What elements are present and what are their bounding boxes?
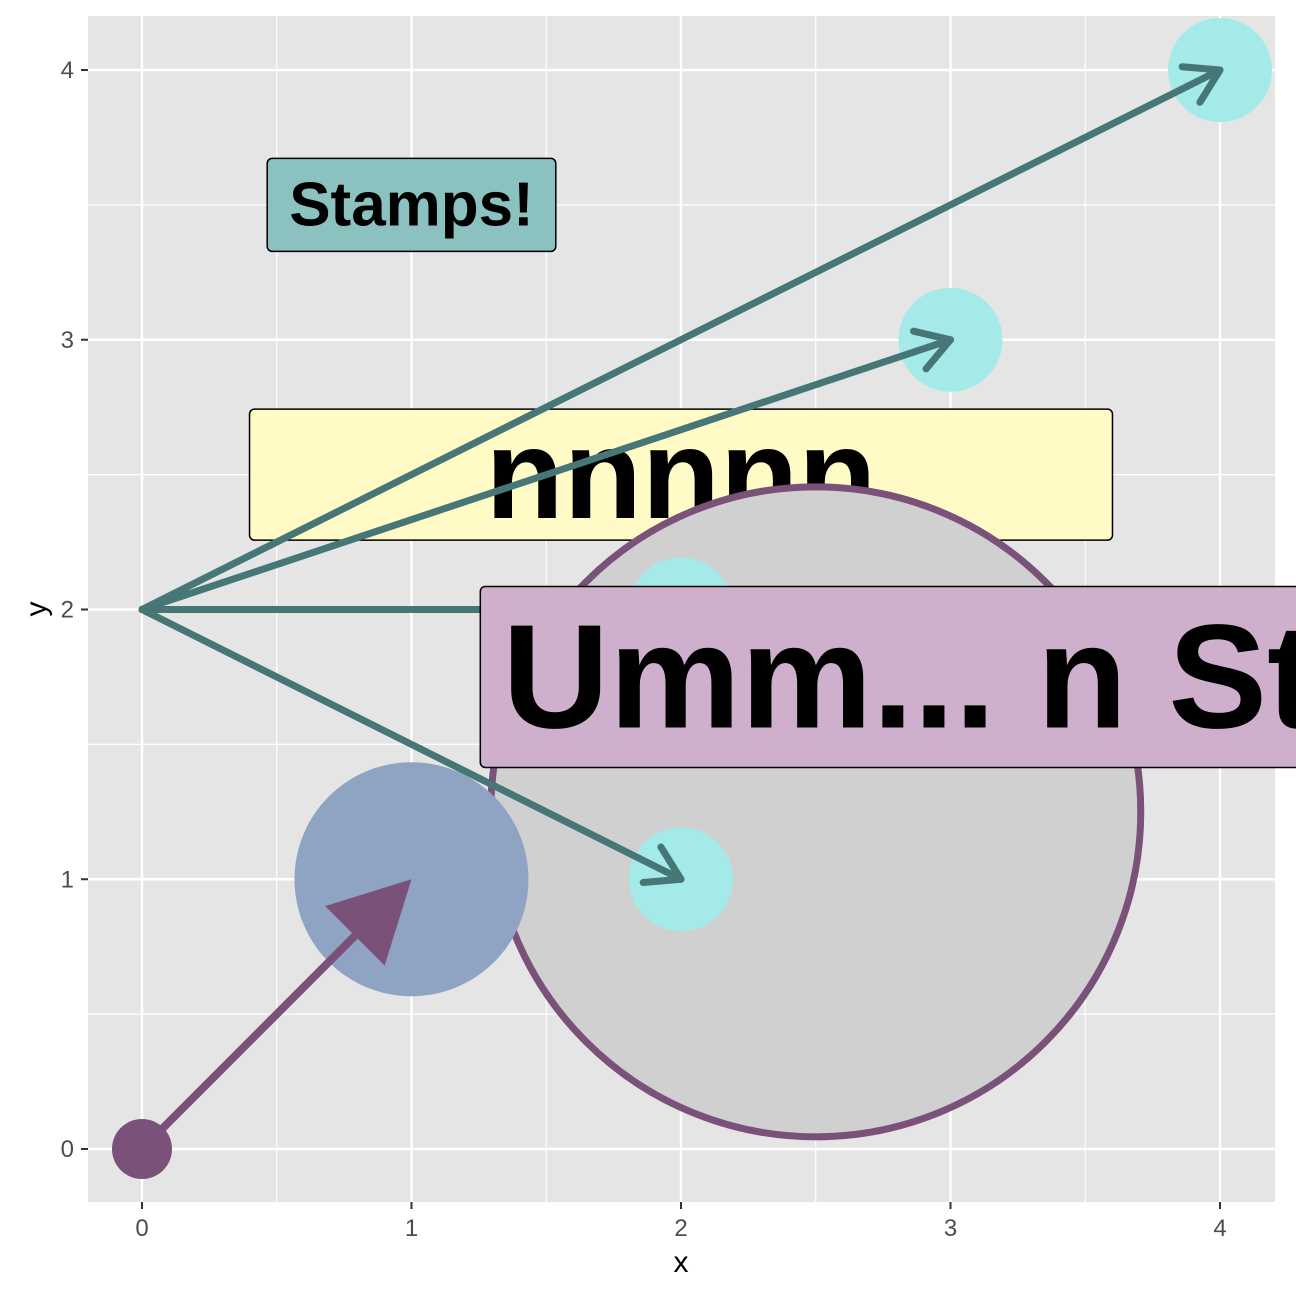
x-axis-title: x [674,1246,689,1279]
stamp-box [266,157,557,253]
y-tick-label: 4 [61,57,74,84]
x-tick-label: 3 [944,1215,957,1242]
arrow [138,606,685,887]
stamp-label: Stamps! [266,157,557,253]
x-tick-label: 1 [405,1215,418,1242]
arrow [138,63,1224,613]
y-axis-title: y [20,602,53,617]
x-tick-label: 2 [674,1215,687,1242]
y-tick-label: 0 [61,1136,74,1163]
y-tick-label: 1 [61,866,74,893]
stamp-text: Stamps! [289,170,534,239]
x-tick-label: 0 [135,1215,148,1242]
arrow-head [909,327,954,373]
arrow-head [639,843,685,887]
stamp-box [479,585,1296,769]
y-tick-label: 2 [61,597,74,624]
y-tick-label: 3 [61,327,74,354]
arrow-shaft [138,336,954,613]
x-tick-label: 4 [1213,1215,1226,1242]
arrow [138,327,954,613]
stamp-text: Umm... n Sta [502,594,1296,759]
arrow-shaft [139,933,358,1152]
arrow [139,879,412,1152]
arrow-shaft [138,606,685,883]
axes: 0 1 2 3 4 0 1 2 3 4 [61,57,1227,1242]
big-circle [487,483,1145,1141]
arrow-shaft [138,66,1224,613]
arrow-head [325,879,412,966]
arrow-head [1178,63,1224,106]
stamp-label: Umm... n Sta [479,585,1296,769]
